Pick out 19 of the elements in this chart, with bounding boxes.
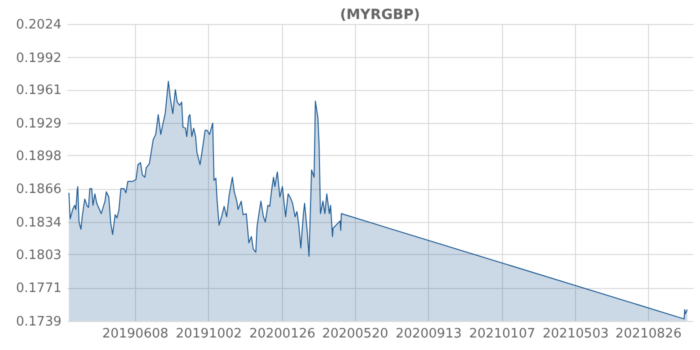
y-tick-label: 0.1961: [16, 83, 62, 98]
y-tick-label: 0.1803: [16, 248, 62, 263]
y-tick-label: 0.1739: [16, 314, 62, 330]
x-tick-label: 20210107: [469, 326, 536, 342]
x-tick-label: 20200913: [396, 326, 462, 342]
y-tick-label: 0.1834: [16, 216, 62, 230]
y-tick-label: 0.1866: [16, 182, 62, 198]
x-tick-label: 20200126: [249, 326, 316, 342]
y-tick-label: 0.1992: [16, 50, 62, 66]
x-tick-label: 20210826: [615, 326, 682, 342]
y-tick-label: 0.1771: [16, 281, 62, 296]
x-tick-label: 20190608: [102, 326, 168, 342]
y-tick-label: 0.1898: [16, 148, 62, 164]
y-tick-label: 0.2024: [16, 18, 62, 32]
x-tick-label: 20191002: [176, 326, 242, 342]
x-tick-label: 20200520: [322, 326, 388, 342]
chart-title: (MYRGBP): [340, 7, 420, 23]
y-tick-label: 0.1929: [16, 116, 62, 132]
x-tick-label: 20210503: [542, 326, 609, 342]
